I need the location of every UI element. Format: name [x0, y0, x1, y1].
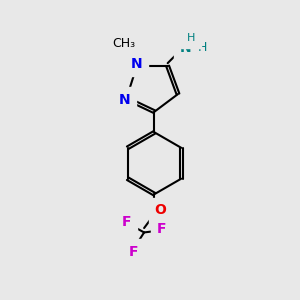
Text: F: F	[129, 244, 139, 259]
Text: N: N	[119, 93, 131, 107]
Text: H: H	[197, 41, 207, 54]
Text: N: N	[131, 57, 142, 71]
Text: O: O	[154, 203, 166, 218]
Text: H: H	[187, 32, 195, 43]
Text: N: N	[179, 40, 191, 55]
Text: F: F	[157, 222, 166, 236]
Text: F: F	[122, 215, 131, 229]
Text: CH₃: CH₃	[112, 37, 135, 50]
